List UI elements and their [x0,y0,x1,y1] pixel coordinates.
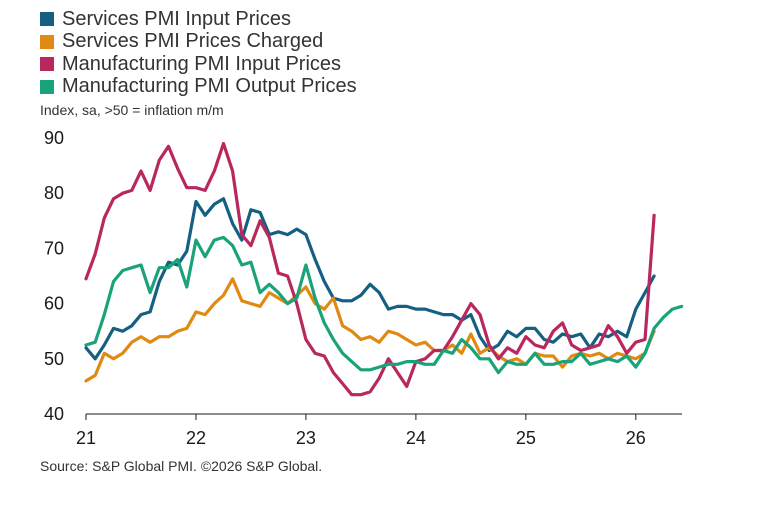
legend-item-services-input: Services PMI Input Prices [40,8,357,31]
x-tick-label: 23 [296,428,316,448]
y-tick-label: 90 [44,128,64,148]
legend-item-manufacturing-output: Manufacturing PMI Output Prices [40,75,357,99]
x-tick-label: 25 [516,428,536,448]
x-tick-label: 26 [626,428,646,448]
legend-item-manufacturing-input: Manufacturing PMI Input Prices [40,53,357,76]
chart-legend: Services PMI Input Prices Services PMI P… [40,8,357,98]
series-line-2 [84,141,656,397]
y-tick-label: 40 [44,404,64,424]
y-tick-label: 50 [44,349,64,369]
x-tick-label: 22 [186,428,206,448]
legend-swatch-services-charged [40,34,54,49]
legend-label-manufacturing-input: Manufacturing PMI Input Prices [62,52,342,75]
series-line-1 [84,277,656,383]
legend-swatch-manufacturing-input [40,57,54,72]
y-tick-label: 80 [44,183,64,203]
legend-label-services-charged: Services PMI Prices Charged [62,30,324,53]
legend-label-services-input: Services PMI Input Prices [62,7,291,30]
chart-subtitle: Index, sa, >50 = inflation m/m [40,102,224,118]
legend-swatch-services-input [40,12,54,27]
series-lines [84,141,684,397]
series-line-3 [84,235,684,375]
series-line-0 [84,197,656,361]
source-note: Source: S&P Global PMI. ©2026 S&P Global… [40,458,323,474]
x-tick-label: 21 [76,428,96,448]
y-axis-ticks: 40 50 60 70 80 90 [44,128,64,424]
y-tick-label: 60 [44,294,64,314]
legend-item-services-charged: Services PMI Prices Charged [40,30,357,54]
legend-swatch-manufacturing-output [40,79,54,94]
y-tick-label: 70 [44,238,64,258]
x-tick-label: 24 [406,428,426,448]
x-axis-ticks: 21 22 23 24 25 26 [76,414,646,448]
legend-label-manufacturing-output: Manufacturing PMI Output Prices [62,75,357,98]
